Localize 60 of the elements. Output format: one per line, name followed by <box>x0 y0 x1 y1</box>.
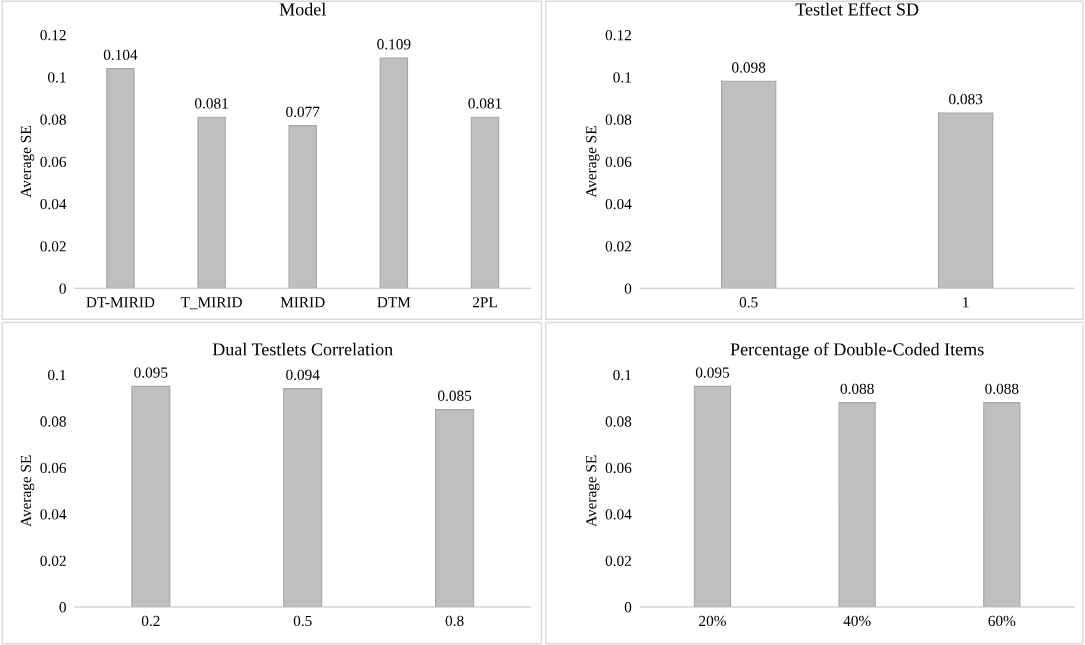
x-tick-label: T_MIRID <box>180 297 242 310</box>
y-tick-label: 0.08 <box>605 114 632 125</box>
y-tick-label: 0.1 <box>48 369 66 381</box>
y-tick-label: 0.04 <box>40 198 67 210</box>
y-tick-label: 0.1 <box>613 72 631 83</box>
data-label: 0.109 <box>377 39 411 50</box>
chart-title: Percentage of Double-Coded Items <box>730 342 984 360</box>
y-axis-title: Average SE <box>586 126 600 198</box>
x-tick-label: 60% <box>988 615 1016 627</box>
y-tick-label: 0.1 <box>613 369 631 381</box>
data-label: 0.081 <box>468 98 502 109</box>
x-tick-label: 0.8 <box>445 615 464 627</box>
y-tick-label: 0.06 <box>40 156 67 168</box>
data-label: 0.083 <box>949 94 983 105</box>
y-axis-title: Average SE <box>20 455 35 527</box>
x-tick-label: 0.5 <box>739 297 758 308</box>
x-tick-label: 0.5 <box>293 615 312 627</box>
data-label: 0.085 <box>438 390 472 401</box>
y-tick-label: 0 <box>624 602 632 613</box>
y-tick-label: 0.12 <box>605 29 631 41</box>
y-tick-label: 0.1 <box>48 72 66 83</box>
y-tick-label: 0.06 <box>605 462 632 474</box>
x-tick-label: 1 <box>963 297 969 308</box>
y-tick-label: 0.06 <box>605 156 632 168</box>
data-label: 0.081 <box>194 98 228 109</box>
data-label: 0.094 <box>286 369 320 381</box>
x-tick-label: 2PL <box>472 297 497 308</box>
x-tick-label: 0.2 <box>141 615 160 627</box>
y-tick-label: 0.06 <box>40 462 67 474</box>
x-tick-label: MIRID <box>280 297 325 308</box>
y-tick-label: 0.02 <box>605 555 631 567</box>
y-tick-label: 0.04 <box>40 509 67 520</box>
data-label: 0.088 <box>985 383 1019 395</box>
y-tick-label: 0 <box>624 283 632 294</box>
x-tick-label: 20% <box>699 615 726 627</box>
chart-title: Model <box>279 2 326 16</box>
x-tick-label: DTM <box>377 297 411 308</box>
y-tick-label: 0.12 <box>40 29 66 41</box>
data-label: 0.098 <box>732 62 766 73</box>
chart-title: Testlet Effect SD <box>795 2 919 16</box>
y-tick-label: 0.08 <box>40 416 66 427</box>
y-tick-label: 0 <box>59 602 66 613</box>
x-tick-label: DT-MIRID <box>86 297 155 308</box>
chart-title: Dual Testlets Correlation <box>212 342 393 356</box>
data-label: 0.104 <box>103 49 138 61</box>
y-tick-label: 0.04 <box>605 509 632 520</box>
y-tick-label: 0.02 <box>40 241 66 252</box>
y-tick-label: 0.04 <box>605 198 632 210</box>
data-label: 0.095 <box>134 367 168 378</box>
data-label: 0.095 <box>695 367 730 378</box>
data-label: 0.077 <box>286 106 320 118</box>
y-tick-label: 0.08 <box>40 114 66 125</box>
x-tick-label: 40% <box>843 615 871 627</box>
y-tick-label: 0.02 <box>605 241 631 252</box>
y-axis-title: Average SE <box>586 455 600 527</box>
data-label: 0.088 <box>840 383 874 395</box>
y-axis-title: Average SE <box>20 126 35 198</box>
y-tick-label: 0 <box>59 283 66 294</box>
y-tick-label: 0.08 <box>605 416 632 427</box>
y-tick-label: 0.02 <box>40 555 66 567</box>
